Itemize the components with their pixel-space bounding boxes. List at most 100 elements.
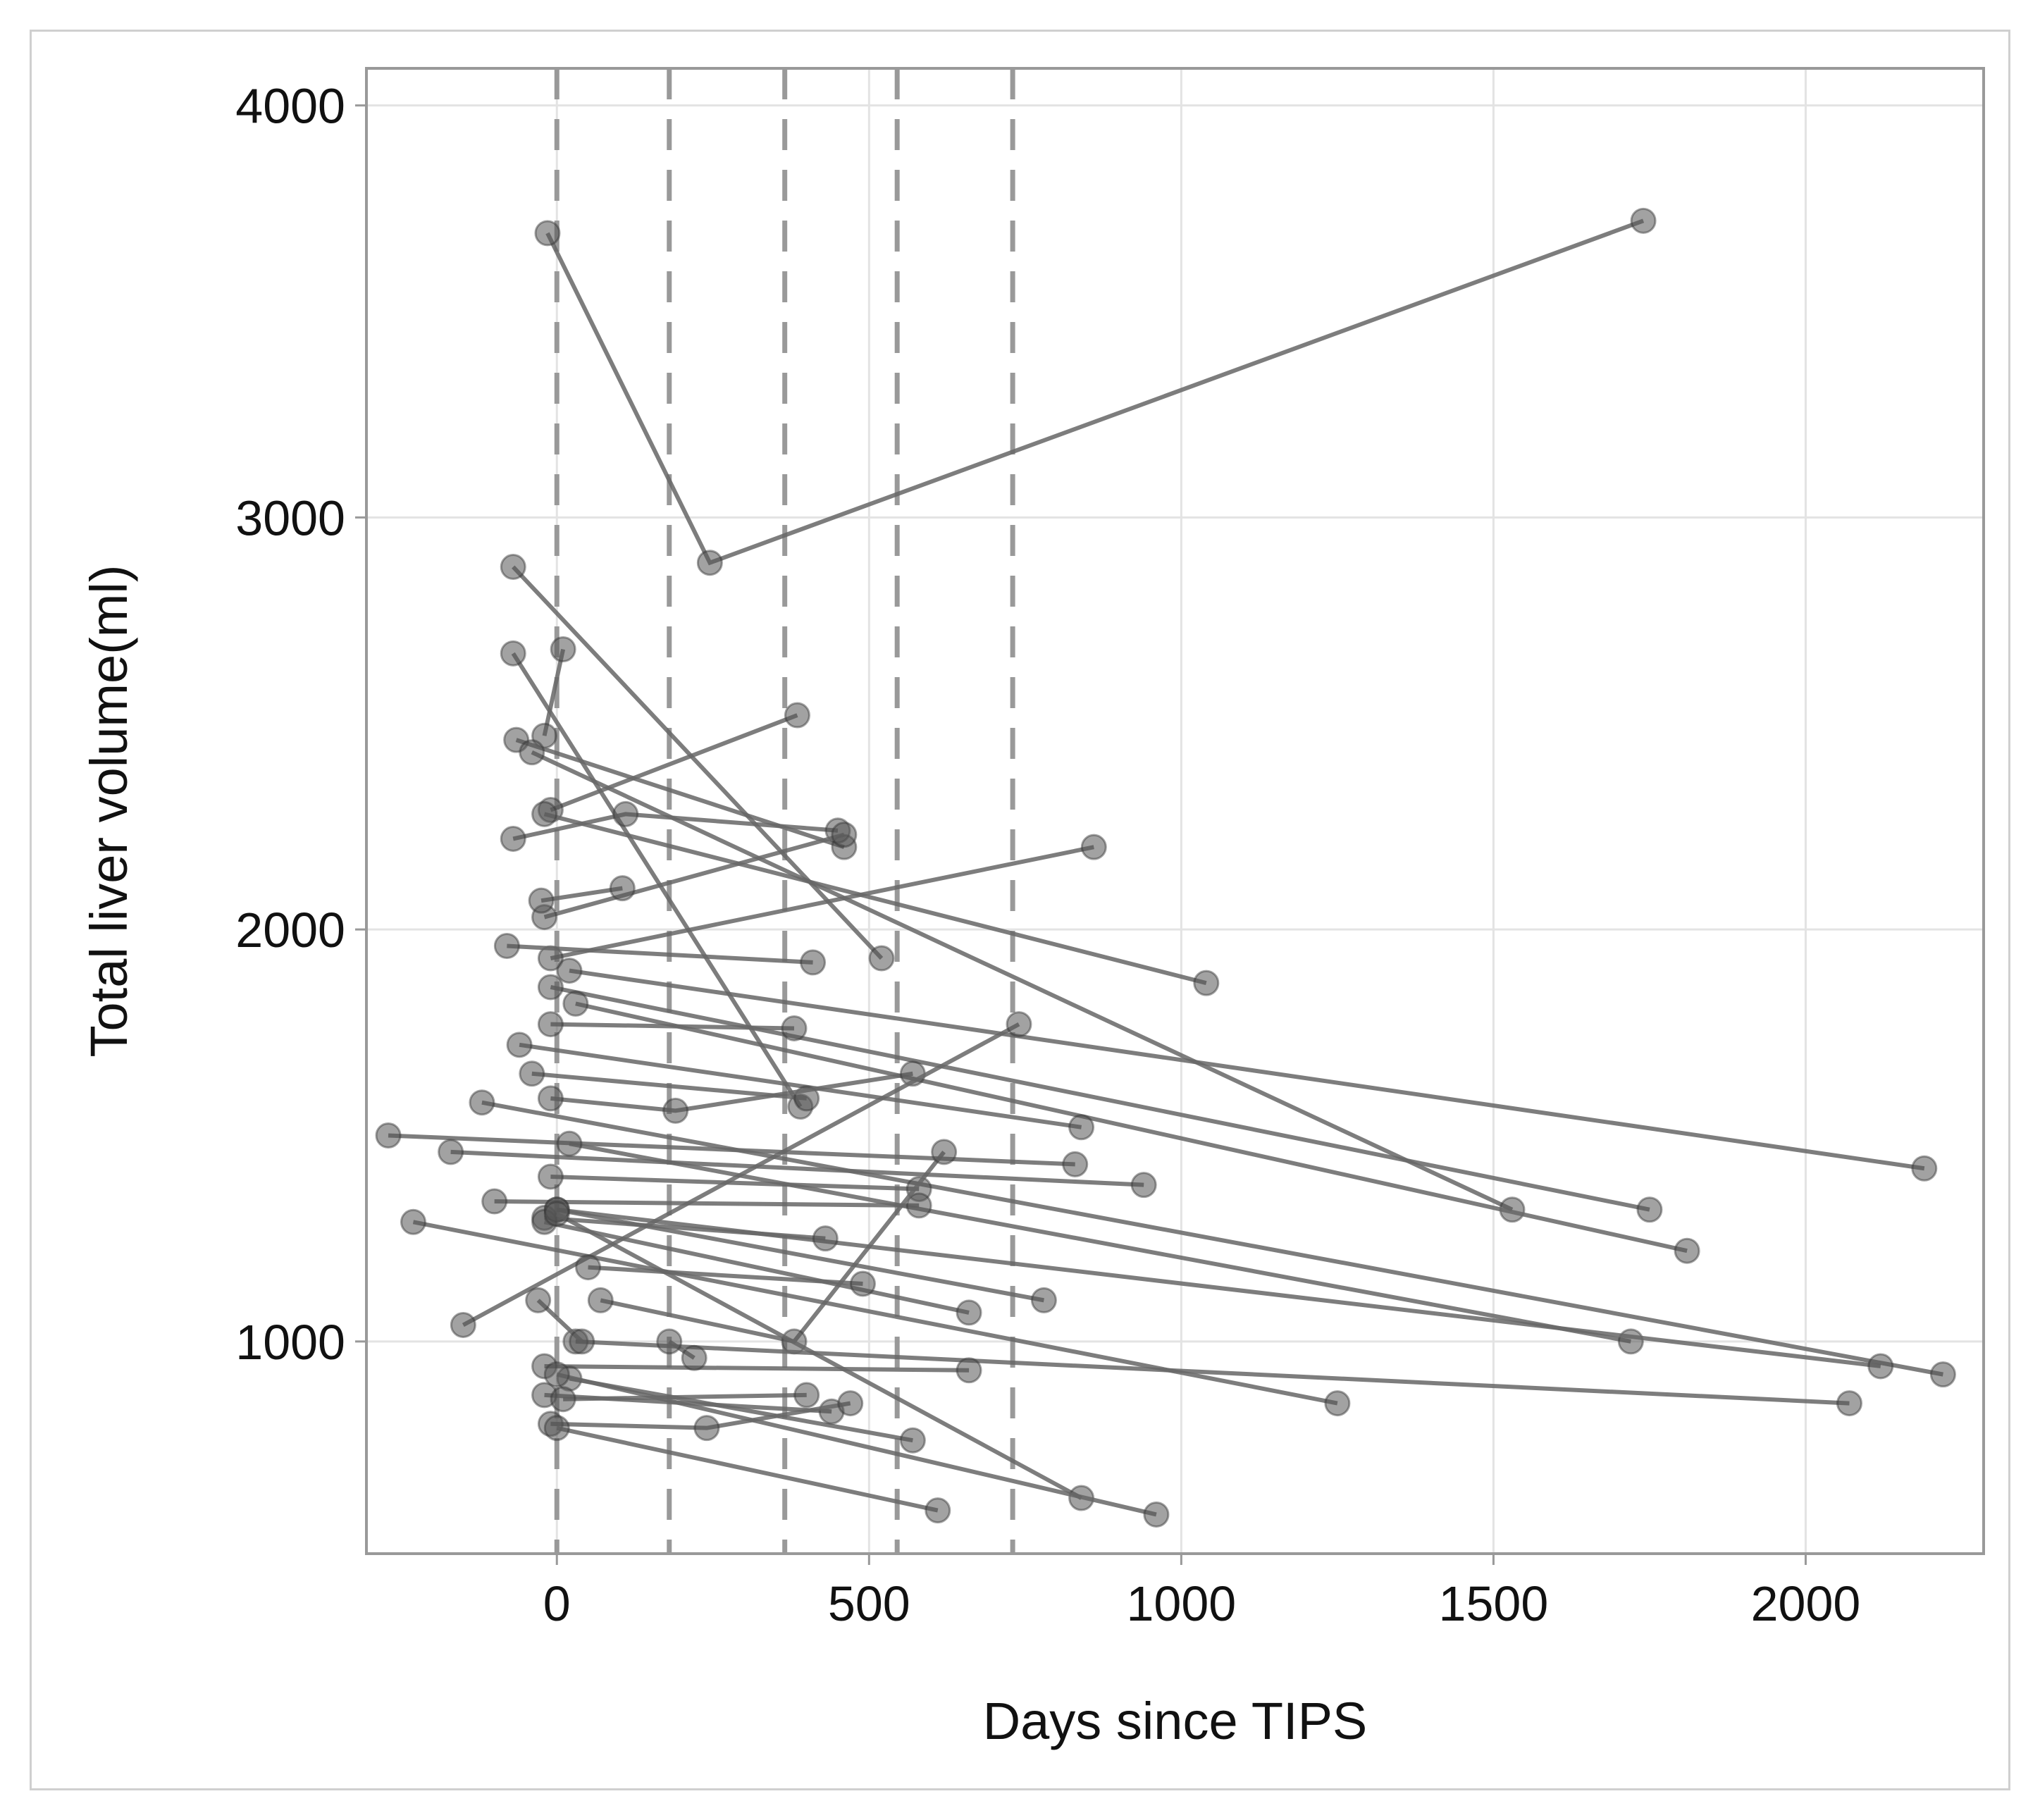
series-line xyxy=(450,1149,1144,1187)
data-point xyxy=(831,822,858,848)
data-point xyxy=(956,1299,982,1326)
y-tick-label: 4000 xyxy=(235,79,345,134)
data-point xyxy=(793,1382,820,1409)
data-point xyxy=(1911,1155,1938,1182)
y-axis-title: Total liver volume(ml) xyxy=(80,564,138,1057)
series-line xyxy=(588,1265,863,1286)
series-line xyxy=(575,1001,1688,1253)
series-line xyxy=(556,1207,1044,1303)
series-4 xyxy=(531,636,576,749)
data-point xyxy=(550,636,576,662)
data-point xyxy=(534,220,561,247)
series-line xyxy=(563,1392,807,1401)
data-point xyxy=(438,1139,464,1165)
series-line xyxy=(507,943,813,965)
series-line xyxy=(556,1372,1157,1517)
data-point xyxy=(500,640,526,667)
series-23 xyxy=(438,1139,1157,1199)
y-tick-label: 1000 xyxy=(235,1315,345,1370)
series-line xyxy=(575,1339,1850,1406)
series-line xyxy=(550,845,1094,960)
series-line xyxy=(542,648,566,736)
data-point xyxy=(812,1225,839,1252)
data-point xyxy=(375,1122,402,1149)
x-tick-label: 500 xyxy=(828,1576,910,1631)
series-32 xyxy=(543,1196,1057,1313)
data-point xyxy=(696,550,723,576)
data-point xyxy=(1929,1361,1956,1388)
data-point xyxy=(612,800,639,827)
x-tick-labels: 0 500 1000 1500 2000 xyxy=(543,1554,1860,1631)
series-line xyxy=(531,1071,807,1101)
data-point xyxy=(525,1287,552,1313)
data-point xyxy=(543,1361,570,1388)
series-line xyxy=(545,218,1645,566)
data-point xyxy=(506,1032,533,1058)
series-41 xyxy=(550,1382,820,1413)
series-45 xyxy=(525,1287,595,1355)
data-point xyxy=(1617,1328,1644,1355)
data-point xyxy=(531,800,558,827)
series-18 xyxy=(506,1032,1095,1141)
series-22 xyxy=(375,1122,1089,1177)
y-tick-labels: 1000 2000 3000 4000 xyxy=(235,79,366,1370)
data-point xyxy=(519,1060,545,1087)
data-point xyxy=(400,1208,426,1235)
data-point xyxy=(537,1163,564,1190)
series-line xyxy=(544,1215,826,1241)
data-point xyxy=(931,1139,958,1165)
series-line xyxy=(511,652,803,1108)
y-tick-label: 3000 xyxy=(235,490,345,545)
data-point xyxy=(550,1386,576,1413)
data-point xyxy=(868,945,895,972)
series-layer xyxy=(375,207,1956,1528)
series-line xyxy=(531,750,1514,1212)
series-line xyxy=(388,1133,1075,1167)
data-point xyxy=(562,990,589,1017)
series-44 xyxy=(656,1328,707,1371)
data-point xyxy=(899,1427,926,1454)
series-14 xyxy=(556,958,1938,1182)
y-tick-label: 2000 xyxy=(235,903,345,958)
data-point xyxy=(493,933,520,960)
data-point xyxy=(556,1130,583,1157)
data-point xyxy=(1836,1390,1862,1417)
series-42 xyxy=(543,1415,951,1524)
series-13 xyxy=(493,933,827,976)
data-point xyxy=(925,1497,951,1524)
data-point xyxy=(1068,1114,1095,1141)
plot-area-border xyxy=(365,67,1985,1555)
grid-layer xyxy=(366,68,1984,1554)
series-line xyxy=(543,1220,970,1315)
data-point xyxy=(956,1357,982,1384)
data-point xyxy=(1030,1287,1057,1313)
data-point xyxy=(849,1270,876,1297)
series-line xyxy=(550,1174,920,1191)
data-point xyxy=(1324,1390,1351,1417)
data-point xyxy=(543,1201,570,1227)
series-line xyxy=(519,1042,1082,1129)
data-point xyxy=(1143,1501,1170,1528)
series-29 xyxy=(531,1208,982,1326)
series-25 xyxy=(537,1163,932,1203)
data-point xyxy=(1080,834,1107,860)
data-point xyxy=(781,1015,808,1041)
data-point xyxy=(1130,1172,1157,1199)
data-point xyxy=(537,1085,564,1112)
data-point xyxy=(537,974,564,1001)
series-line xyxy=(512,565,884,960)
data-point xyxy=(693,1415,720,1442)
series-43 xyxy=(543,1361,1170,1528)
data-point xyxy=(575,1254,602,1281)
reference-lines xyxy=(554,68,1015,1554)
x-tick-label: 0 xyxy=(543,1576,571,1631)
data-point xyxy=(1062,1151,1089,1177)
series-33 xyxy=(575,1254,876,1297)
series-16 xyxy=(562,990,1700,1264)
data-point xyxy=(519,739,545,766)
data-point xyxy=(1867,1353,1894,1380)
series-line xyxy=(540,886,623,903)
data-point xyxy=(681,1344,707,1371)
series-line xyxy=(544,1363,970,1373)
